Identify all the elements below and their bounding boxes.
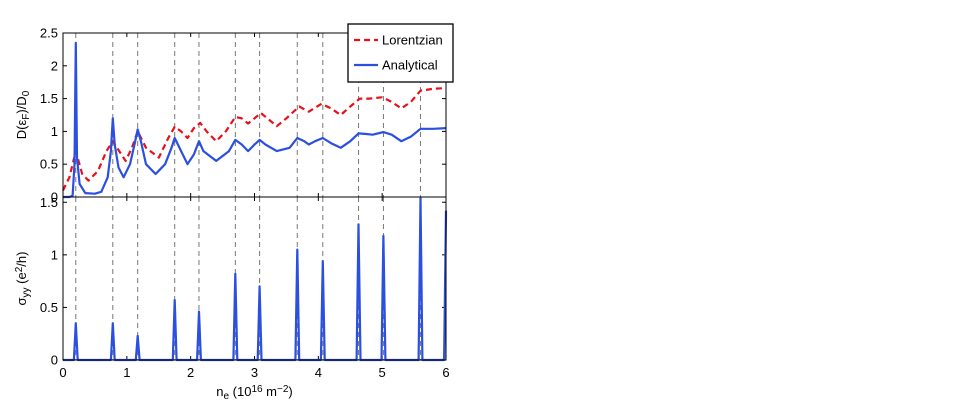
y-tick-label: 0 (51, 190, 58, 205)
y-tick-label: 0 (51, 353, 58, 368)
x-axis-label: ne (1016 m−2) (216, 384, 293, 402)
legend-label: Lorentzian (382, 33, 443, 48)
y-tick-label: 1 (51, 247, 58, 262)
y-axis-label-part: D(ε (14, 120, 29, 140)
y-tick-label: 2 (51, 58, 58, 73)
y-axis-label: σyy (e2/h) (14, 252, 32, 306)
y-tick-label: 1.5 (40, 91, 58, 106)
legend-box (347, 23, 454, 83)
x-tick-label: 6 (442, 365, 449, 380)
x-tick-label: 3 (251, 365, 258, 380)
x-tick-label: 0 (59, 365, 66, 380)
y-axis-label-part: )/D (14, 96, 29, 113)
y-axis-label-part: 2 (14, 266, 25, 272)
y-tick-label: 1 (51, 124, 58, 139)
y-tick-label: 0.5 (40, 300, 58, 315)
y-tick-label: 2.5 (40, 26, 58, 41)
x-tick-label: 1 (123, 365, 130, 380)
axes-frame (62, 196, 447, 361)
x-axis-label-part: e (223, 391, 229, 402)
y-tick-label: 1.5 (40, 195, 58, 210)
x-axis-label-part: −2 (277, 384, 289, 395)
x-tick-label: 4 (315, 365, 322, 380)
y-axis-label-part: /h) (14, 252, 29, 267)
x-tick-label: 2 (187, 365, 194, 380)
data-line (63, 41, 447, 199)
y-axis-label-part: 0 (21, 90, 32, 96)
legend-label: Analytical (382, 58, 438, 73)
y-axis-label-part: (e (14, 272, 29, 287)
y-axis-label-part: F (21, 114, 32, 120)
x-axis-label-part: n (216, 384, 223, 399)
x-axis-label-part: 16 (251, 384, 263, 395)
x-axis-label-part: m (263, 384, 277, 399)
x-tick-label: 5 (379, 365, 386, 380)
y-tick-label: 0.5 (40, 157, 58, 172)
y-axis-label-part: yy (21, 287, 32, 297)
x-axis-label-part: (10 (229, 384, 251, 399)
y-axis-label-part: σ (14, 297, 29, 305)
y-axis-label: D(εF)/D0 (14, 90, 32, 139)
x-axis-label-part: ) (288, 384, 292, 399)
